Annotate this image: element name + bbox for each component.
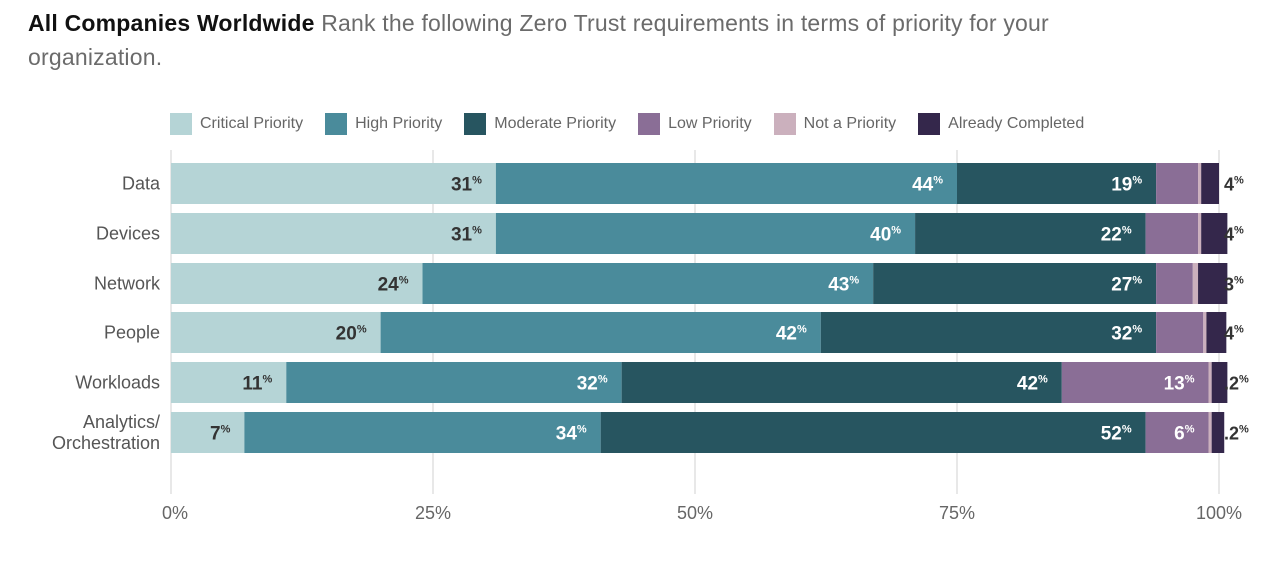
legend-swatch xyxy=(464,113,487,135)
category-label: Orchestration xyxy=(52,433,160,453)
bar-segment xyxy=(820,312,1157,353)
category-label: Devices xyxy=(96,224,160,244)
end-label: 3% xyxy=(1224,275,1244,295)
legend-swatch xyxy=(325,113,348,135)
legend-item: Low Priority xyxy=(638,113,752,135)
bar-segment xyxy=(1061,362,1209,403)
category-label: Analytics/ xyxy=(83,412,160,432)
bar-segment xyxy=(495,163,957,204)
category-label: Network xyxy=(94,274,161,294)
legend: Critical Priority High Priority Moderate P… xyxy=(170,113,1106,135)
bar-segment xyxy=(1192,263,1199,304)
bar-segment xyxy=(1206,312,1227,353)
end-label: 4% xyxy=(1224,225,1244,245)
bar-segment xyxy=(957,163,1157,204)
end-label: .2% xyxy=(1224,374,1249,394)
bar-segment xyxy=(422,263,874,304)
bar-segment xyxy=(1201,213,1228,254)
bar-segment xyxy=(171,312,381,353)
bar-segment xyxy=(1145,412,1209,453)
bar-segment xyxy=(1198,263,1228,304)
category-label: Data xyxy=(122,174,161,194)
x-tick-label: 25% xyxy=(415,503,451,523)
bar-segment xyxy=(873,263,1157,304)
bar-segment xyxy=(286,362,622,403)
bar-segment xyxy=(1208,412,1212,453)
category-label: People xyxy=(104,323,160,343)
title-bold: All Companies Worldwide xyxy=(28,10,315,36)
bar-segment xyxy=(621,362,1062,403)
bar-segment xyxy=(495,213,916,254)
bar-segment xyxy=(1198,163,1202,204)
x-tick-label: 50% xyxy=(677,503,713,523)
bar-segment xyxy=(1201,163,1219,204)
bar-segment xyxy=(1211,362,1228,403)
x-tick-label: 0% xyxy=(162,503,188,523)
legend-label: Already Completed xyxy=(948,115,1085,132)
chart-title: All Companies Worldwide Rank the followi… xyxy=(28,6,1088,74)
bar-segment xyxy=(244,412,601,453)
bar-segment xyxy=(1156,312,1204,353)
bar-segment xyxy=(171,263,423,304)
legend-swatch xyxy=(170,113,192,135)
bar-segment xyxy=(171,412,245,453)
legend-label: Not a Priority xyxy=(803,115,897,132)
x-tick-label: 100% xyxy=(1196,503,1242,523)
x-tick-label: 75% xyxy=(939,503,975,523)
legend-label: Moderate Priority xyxy=(494,115,617,132)
bar-segment xyxy=(380,312,821,353)
bar-segment xyxy=(1156,163,1199,204)
bar-segment xyxy=(1145,213,1199,254)
legend-swatch xyxy=(773,113,796,135)
legend-item: High Priority xyxy=(325,113,442,135)
legend-label: High Priority xyxy=(355,115,443,132)
legend-swatch xyxy=(918,113,941,135)
end-label: 4% xyxy=(1224,175,1244,195)
category-label: Workloads xyxy=(75,373,160,393)
title-subtitle: Rank the following Zero Trust requiremen… xyxy=(28,10,1049,70)
bar-segment xyxy=(171,362,287,403)
bar-segment xyxy=(171,213,496,254)
bar-segment xyxy=(1198,213,1202,254)
bar-segment xyxy=(1203,312,1207,353)
bar-segment xyxy=(915,213,1146,254)
bar-segment xyxy=(1208,362,1212,403)
end-label: 4% xyxy=(1224,324,1244,344)
legend-item: Already Completed xyxy=(918,113,1084,135)
legend-label: Critical Priority xyxy=(200,115,304,132)
end-label: .2% xyxy=(1224,424,1249,444)
legend-swatch xyxy=(638,113,661,135)
bar-segment xyxy=(1156,263,1193,304)
legend-label: Low Priority xyxy=(668,115,752,132)
bar-segment xyxy=(1211,412,1225,453)
legend-item: Not a Priority xyxy=(773,113,897,135)
legend-item: Moderate Priority xyxy=(464,113,616,135)
bar-segment xyxy=(171,163,496,204)
bar-segment xyxy=(600,412,1146,453)
legend-item: Critical Priority xyxy=(170,113,303,135)
